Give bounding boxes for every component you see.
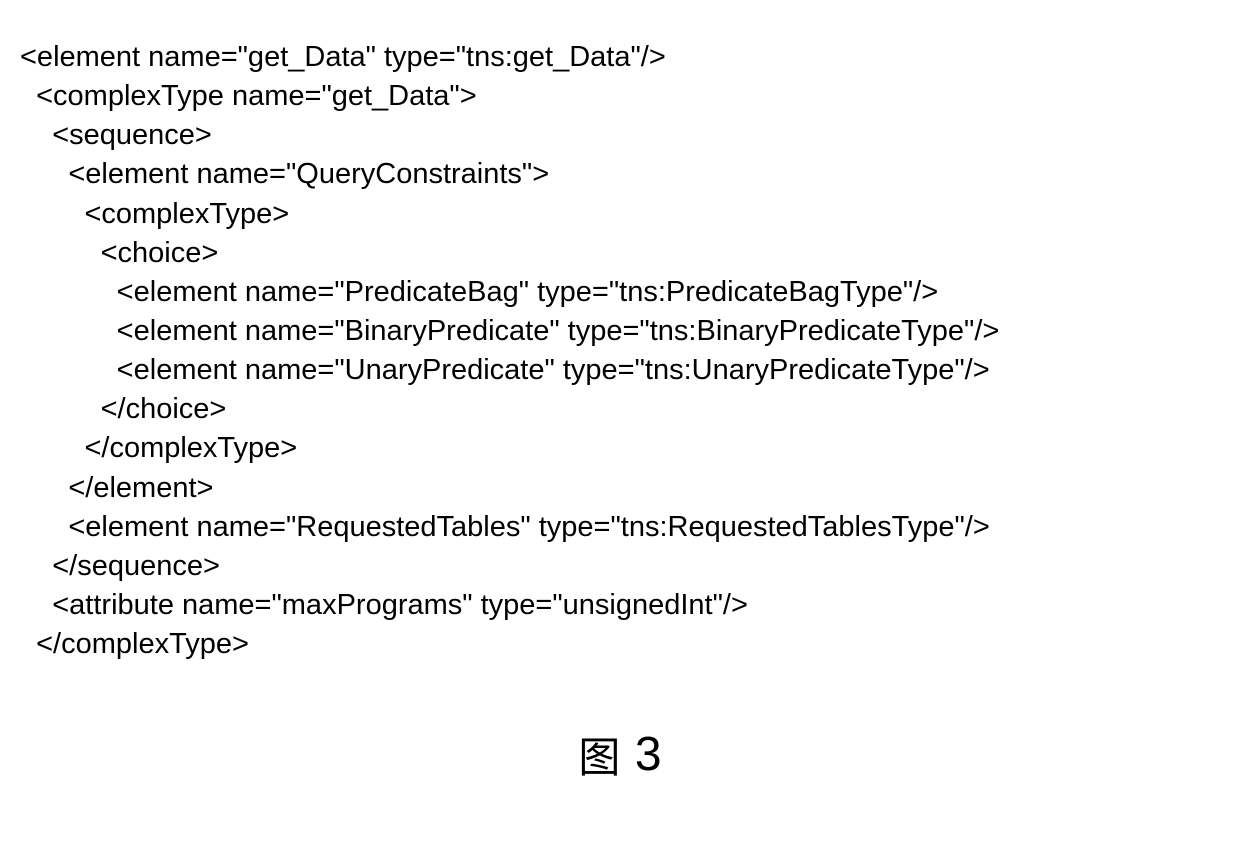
code-line: <element name="UnaryPredicate" type="tns… [20, 351, 1220, 390]
code-line: <sequence> [20, 116, 1220, 155]
xml-code-block: <element name="get_Data" type="tns:get_D… [20, 20, 1220, 664]
code-line: <element name="PredicateBag" type="tns:P… [20, 273, 1220, 312]
code-line: <complexType name="get_Data"> [20, 77, 1220, 116]
code-line: <attribute name="maxPrograms" type="unsi… [20, 586, 1220, 625]
code-line: </complexType> [20, 429, 1220, 468]
code-line: </sequence> [20, 547, 1220, 586]
code-line: </choice> [20, 390, 1220, 429]
code-line: <element name="BinaryPredicate" type="tn… [20, 312, 1220, 351]
code-line: <element name="QueryConstraints"> [20, 155, 1220, 194]
code-line: <element name="RequestedTables" type="tn… [20, 508, 1220, 547]
code-line: </complexType> [20, 625, 1220, 664]
code-line: </element> [20, 469, 1220, 508]
figure-label: 图 3 [20, 724, 1220, 785]
code-line: <element name="get_Data" type="tns:get_D… [20, 38, 1220, 77]
code-line: <choice> [20, 234, 1220, 273]
figure-label-number: 3 [635, 727, 662, 782]
code-line: <complexType> [20, 195, 1220, 234]
figure-label-char: 图 [578, 724, 620, 785]
